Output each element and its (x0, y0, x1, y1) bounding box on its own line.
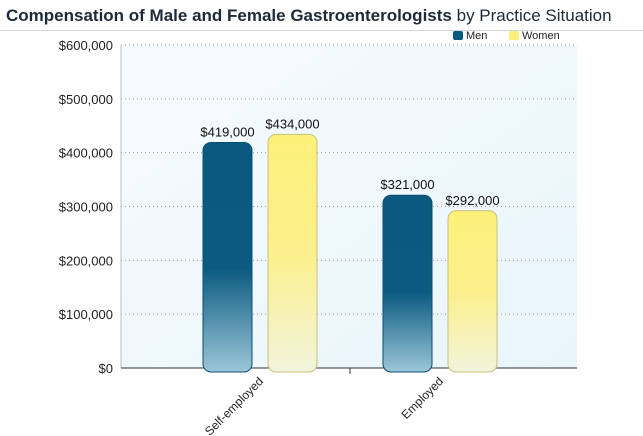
bar-men-employed (382, 194, 433, 373)
y-tick-label: $200,000 (59, 253, 113, 268)
y-tick-label: $0 (99, 361, 113, 376)
legend-swatch-men (453, 31, 463, 40)
title-divider (0, 30, 643, 31)
y-tick-label: $500,000 (59, 92, 113, 107)
x-tick-label: Self-employed (202, 374, 266, 436)
y-tick-label: $600,000 (59, 38, 113, 53)
chart-title: Compensation of Male and Female Gastroen… (6, 6, 612, 26)
legend-swatch-women (509, 31, 519, 40)
legend-label-women: Women (522, 30, 560, 42)
data-label: $321,000 (380, 177, 434, 192)
bar-men-self-employed (202, 141, 253, 373)
y-tick-label: $400,000 (59, 146, 113, 161)
chart-title-main: Compensation of Male and Female Gastroen… (6, 6, 452, 25)
y-tick-label: $100,000 (59, 307, 113, 322)
bar-women-self-employed (267, 133, 318, 373)
data-label: $292,000 (445, 193, 499, 208)
legend-label-men: Men (466, 30, 487, 42)
chart-title-suffix: by Practice Situation (456, 6, 612, 25)
bar-women-employed (447, 210, 498, 373)
y-tick-label: $300,000 (59, 200, 113, 215)
x-tick-label: Employed (398, 374, 446, 422)
data-label: $419,000 (200, 124, 254, 139)
data-label: $434,000 (265, 116, 319, 131)
